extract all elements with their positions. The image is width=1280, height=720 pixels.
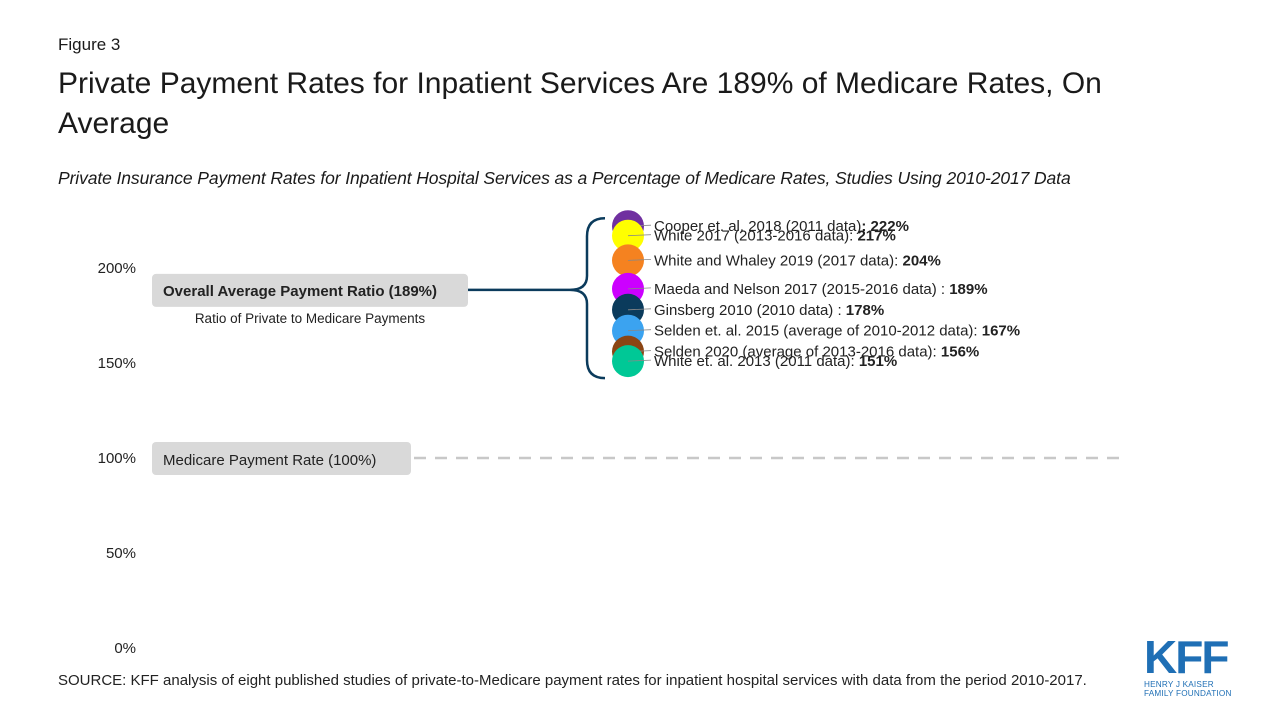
chart-title: Private Payment Rates for Inpatient Serv… bbox=[58, 67, 1102, 140]
study-value: 167% bbox=[982, 323, 1020, 340]
study-value: : 222% bbox=[861, 218, 909, 235]
y-tick-label: 50% bbox=[106, 545, 136, 562]
study-name: Selden 2020 (average of 2013-2016 data): bbox=[654, 344, 941, 361]
study-value: 178% bbox=[846, 302, 884, 319]
study-label: Ginsberg 2010 (2010 data) : 178% bbox=[654, 302, 884, 319]
study-name: White et. al. 2013 (2011 data): bbox=[654, 353, 859, 370]
study-leader-line bbox=[627, 259, 652, 261]
study-value: 156% bbox=[941, 344, 979, 361]
study-label: Selden 2020 (average of 2013-2016 data):… bbox=[654, 344, 979, 361]
medicare-label: Medicare Payment Rate (100%) bbox=[163, 452, 376, 469]
study-label: White and Whaley 2019 (2017 data): 204% bbox=[654, 252, 941, 269]
logo-mark: KFF bbox=[1144, 631, 1229, 683]
study-value: 217% bbox=[857, 228, 895, 245]
study-label: White et. al. 2013 (2011 data): 151% bbox=[654, 353, 897, 370]
study-value: 151% bbox=[859, 353, 897, 370]
average-sublabel: Ratio of Private to Medicare Payments bbox=[195, 311, 426, 326]
chart-subtitle: Private Insurance Payment Rates for Inpa… bbox=[58, 168, 1071, 188]
average-label-box bbox=[152, 273, 468, 307]
source-note: SOURCE: KFF analysis of eight published … bbox=[58, 672, 1087, 689]
study-leader-line bbox=[627, 234, 652, 237]
figure-label: Figure 3 bbox=[58, 35, 121, 54]
average-label: Overall Average Payment Ratio (189%) bbox=[163, 283, 437, 300]
logo-line-2: FAMILY FOUNDATION bbox=[1144, 689, 1232, 698]
study-label: Cooper et. al. 2018 (2011 data): 222% bbox=[654, 218, 909, 235]
study-label: White 2017 (2013-2016 data): 217% bbox=[654, 228, 896, 245]
study-leader-line bbox=[627, 359, 652, 362]
study-label: Selden et. al. 2015 (average of 2010-201… bbox=[654, 323, 1020, 340]
curly-bracket bbox=[569, 216, 606, 380]
y-tick-label: 100% bbox=[98, 450, 136, 467]
y-tick-label: 0% bbox=[114, 640, 136, 657]
study-leader-line bbox=[627, 329, 652, 332]
study-leader-line bbox=[627, 287, 652, 290]
study-name: Maeda and Nelson 2017 (2015-2016 data) : bbox=[654, 281, 949, 298]
medicare-label-box bbox=[152, 442, 411, 475]
study-name: Ginsberg 2010 (2010 data) : bbox=[654, 302, 846, 319]
y-tick-label: 150% bbox=[98, 355, 136, 372]
study-name: White and Whaley 2019 (2017 data): bbox=[654, 252, 902, 269]
study-value: 189% bbox=[949, 281, 987, 298]
study-value: 204% bbox=[902, 252, 940, 269]
kff-logo: KFF HENRY J KAISER FAMILY FOUNDATION bbox=[1144, 634, 1236, 698]
logo-line-1: HENRY J KAISER bbox=[1144, 680, 1214, 689]
study-leader-line bbox=[627, 308, 652, 311]
y-tick-label: 200% bbox=[98, 260, 136, 277]
study-name: Selden et. al. 2015 (average of 2010-201… bbox=[654, 323, 982, 340]
study-name: Cooper et. al. 2018 (2011 data) bbox=[654, 218, 861, 235]
study-label: Maeda and Nelson 2017 (2015-2016 data) :… bbox=[654, 281, 988, 298]
study-name: White 2017 (2013-2016 data): bbox=[654, 228, 857, 245]
